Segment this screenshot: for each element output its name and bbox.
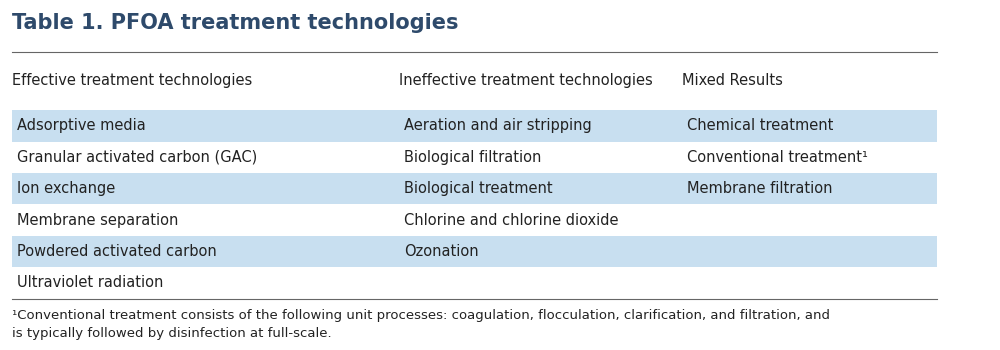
Text: Mixed Results: Mixed Results [682,73,783,88]
Text: Ineffective treatment technologies: Ineffective treatment technologies [399,73,653,88]
Text: Effective treatment technologies: Effective treatment technologies [12,73,252,88]
Text: Biological treatment: Biological treatment [404,181,552,196]
Text: Ultraviolet radiation: Ultraviolet radiation [17,275,163,290]
Text: Ozonation: Ozonation [404,244,478,259]
Text: Conventional treatment¹: Conventional treatment¹ [687,150,868,165]
FancyBboxPatch shape [12,173,937,204]
Text: Adsorptive media: Adsorptive media [17,118,146,133]
Text: Membrane separation: Membrane separation [17,212,178,228]
Text: Ion exchange: Ion exchange [17,181,115,196]
Text: Chlorine and chlorine dioxide: Chlorine and chlorine dioxide [404,212,618,228]
Text: Biological filtration: Biological filtration [404,150,541,165]
Text: Granular activated carbon (GAC): Granular activated carbon (GAC) [17,150,257,165]
Text: Membrane filtration: Membrane filtration [687,181,832,196]
Text: ¹Conventional treatment consists of the following unit processes: coagulation, f: ¹Conventional treatment consists of the … [12,309,830,340]
FancyBboxPatch shape [12,236,937,267]
Text: Table 1. PFOA treatment technologies: Table 1. PFOA treatment technologies [12,13,459,33]
Text: Powdered activated carbon: Powdered activated carbon [17,244,217,259]
Text: Aeration and air stripping: Aeration and air stripping [404,118,592,133]
Text: Chemical treatment: Chemical treatment [687,118,833,133]
FancyBboxPatch shape [12,110,937,142]
